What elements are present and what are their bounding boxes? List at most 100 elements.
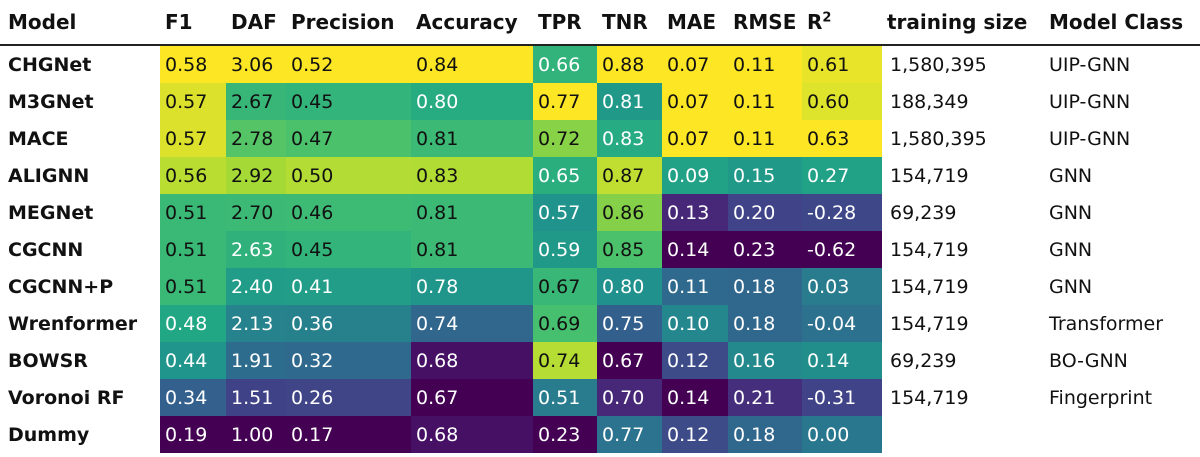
header-f1: F1 [160, 0, 226, 46]
precision-cell: 0.45 [286, 231, 411, 268]
precision-cell: 0.32 [286, 342, 411, 379]
accuracy-cell: 0.68 [411, 416, 533, 453]
header-tpr: TPR [533, 0, 597, 46]
training-size-cell: 154,719 [890, 386, 969, 409]
model-class-cell: Transformer [1049, 312, 1164, 335]
tnr-cell: 0.80 [597, 268, 662, 305]
header-tnr: TNR [597, 0, 662, 46]
r2-cell: 0.60 [802, 83, 882, 120]
rmse-cell: 0.11 [728, 83, 802, 120]
mae-cell: 0.07 [662, 83, 728, 120]
tnr-cell: 0.88 [597, 45, 662, 83]
model-name-cell: CGCNN [8, 238, 84, 261]
rmse-cell: 0.20 [728, 194, 802, 231]
header-r2: R2 [802, 0, 882, 46]
tpr-cell: 0.65 [533, 157, 597, 194]
f1-cell: 0.56 [160, 157, 226, 194]
precision-cell: 0.52 [286, 45, 411, 83]
tpr-cell: 0.67 [533, 268, 597, 305]
mae-cell: 0.14 [662, 231, 728, 268]
header-model: Model [0, 0, 160, 46]
model-name-cell: Wrenformer [8, 312, 138, 335]
tnr-cell: 0.67 [597, 342, 662, 379]
rmse-cell: 0.15 [728, 157, 802, 194]
training-size-cell: 188,349 [890, 90, 969, 113]
table-row: Wrenformer 0.48 2.13 0.36 0.74 0.69 0.75 0.10 0.… [0, 305, 1200, 342]
tnr-cell: 0.75 [597, 305, 662, 342]
model-class-cell: GNN [1049, 275, 1093, 298]
tpr-cell: 0.77 [533, 83, 597, 120]
daf-cell: 2.70 [226, 194, 286, 231]
model-name-cell: MACE [8, 127, 69, 150]
header-accuracy: Accuracy [411, 0, 533, 46]
mae-cell: 0.07 [662, 120, 728, 157]
r2-cell: 0.27 [802, 157, 882, 194]
mae-cell: 0.10 [662, 305, 728, 342]
daf-cell: 2.67 [226, 83, 286, 120]
accuracy-cell: 0.74 [411, 305, 533, 342]
model-name-cell: CGCNN+P [8, 275, 114, 298]
tpr-cell: 0.57 [533, 194, 597, 231]
daf-cell: 2.13 [226, 305, 286, 342]
r2-cell: -0.31 [802, 379, 882, 416]
model-class-cell: GNN [1049, 201, 1093, 224]
header-mae: MAE [662, 0, 728, 46]
daf-cell: 1.91 [226, 342, 286, 379]
rmse-cell: 0.18 [728, 305, 802, 342]
header-row: Model F1 DAF Precision Accuracy TPR TNR … [0, 0, 1200, 46]
rmse-cell: 0.11 [728, 120, 802, 157]
tpr-cell: 0.59 [533, 231, 597, 268]
model-name-cell: MEGNet [8, 201, 94, 224]
table-row: Voronoi RF 0.34 1.51 0.26 0.67 0.51 0.70 0.14 0.… [0, 379, 1200, 416]
accuracy-cell: 0.80 [411, 83, 533, 120]
table-row: BOWSR 0.44 1.91 0.32 0.68 0.74 0.67 0.12 0.16 0.1… [0, 342, 1200, 379]
r2-cell: -0.62 [802, 231, 882, 268]
training-size-cell [882, 416, 1041, 453]
training-size-cell: 1,580,395 [890, 53, 987, 76]
precision-cell: 0.45 [286, 83, 411, 120]
daf-cell: 2.40 [226, 268, 286, 305]
precision-cell: 0.41 [286, 268, 411, 305]
table-row: CGCNN 0.51 2.63 0.45 0.81 0.59 0.85 0.14 0.23 -0.… [0, 231, 1200, 268]
rmse-cell: 0.18 [728, 268, 802, 305]
r2-cell: 0.61 [802, 45, 882, 83]
table-row: ALIGNN 0.56 2.92 0.50 0.83 0.65 0.87 0.09 0.15 0.… [0, 157, 1200, 194]
tpr-cell: 0.51 [533, 379, 597, 416]
training-size-cell: 69,239 [890, 201, 957, 224]
header-model-class: Model Class [1041, 0, 1200, 46]
training-size-cell: 154,719 [890, 275, 969, 298]
mae-cell: 0.07 [662, 45, 728, 83]
precision-cell: 0.17 [286, 416, 411, 453]
daf-cell: 2.92 [226, 157, 286, 194]
model-class-cell [1041, 416, 1200, 453]
model-name-cell: Voronoi RF [8, 386, 125, 409]
mae-cell: 0.09 [662, 157, 728, 194]
f1-cell: 0.44 [160, 342, 226, 379]
mae-cell: 0.13 [662, 194, 728, 231]
model-class-cell: BO-GNN [1049, 349, 1128, 372]
rmse-cell: 0.18 [728, 416, 802, 453]
mae-cell: 0.14 [662, 379, 728, 416]
daf-cell: 1.00 [226, 416, 286, 453]
tnr-cell: 0.87 [597, 157, 662, 194]
accuracy-cell: 0.83 [411, 157, 533, 194]
accuracy-cell: 0.81 [411, 231, 533, 268]
f1-cell: 0.58 [160, 45, 226, 83]
precision-cell: 0.47 [286, 120, 411, 157]
tpr-cell: 0.72 [533, 120, 597, 157]
model-class-cell: GNN [1049, 164, 1093, 187]
table-row: M3GNet 0.57 2.67 0.45 0.80 0.77 0.81 0.07 0.11 0.… [0, 83, 1200, 120]
training-size-cell: 154,719 [890, 312, 969, 335]
f1-cell: 0.51 [160, 268, 226, 305]
tnr-cell: 0.77 [597, 416, 662, 453]
f1-cell: 0.57 [160, 83, 226, 120]
precision-cell: 0.26 [286, 379, 411, 416]
table-row: MACE 0.57 2.78 0.47 0.81 0.72 0.83 0.07 0.11 0.63… [0, 120, 1200, 157]
model-class-cell: Fingerprint [1049, 386, 1153, 409]
r2-cell: -0.04 [802, 305, 882, 342]
f1-cell: 0.19 [160, 416, 226, 453]
rmse-cell: 0.16 [728, 342, 802, 379]
rmse-cell: 0.23 [728, 231, 802, 268]
tnr-cell: 0.70 [597, 379, 662, 416]
